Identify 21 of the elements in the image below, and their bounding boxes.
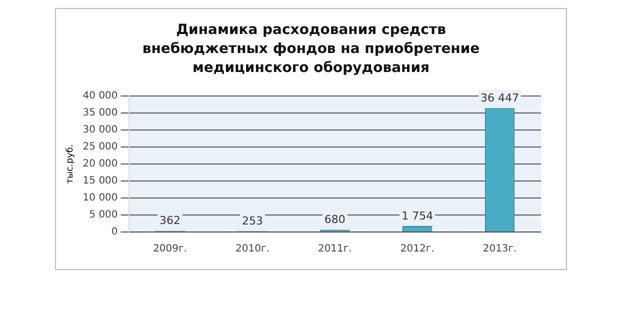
x-tick-label: 2011г. (318, 244, 352, 255)
y-tick-label: 40 000 (82, 90, 118, 102)
x-tick-label: 2012г. (400, 244, 434, 255)
y-tick-label: 35 000 (82, 108, 118, 119)
data-label: 36 447 (480, 91, 520, 104)
y-tick-label: 25 000 (82, 142, 118, 153)
data-label: 1 754 (402, 209, 434, 222)
y-tick-label: 15 000 (82, 176, 118, 187)
data-label: 680 (324, 213, 346, 226)
y-tick-label: 10 000 (82, 192, 118, 204)
x-tick-label: 2010г. (236, 244, 270, 255)
y-tick-label: 0 (111, 226, 118, 238)
data-label: 253 (242, 214, 263, 228)
y-axis-title: тыс.руб. (66, 144, 76, 184)
chart-title: Динамика расходования средств внебюджетных фондов на приобретение медицинского оборудования (141, 21, 481, 78)
x-tick-label: 2013г. (482, 244, 517, 255)
data-label: 362 (160, 214, 181, 228)
y-tick-label: 5 000 (89, 210, 118, 221)
x-tick-label: 2009г. (153, 244, 187, 255)
y-tick-label: 20 000 (82, 158, 118, 170)
y-tick-label: 30 000 (82, 124, 118, 136)
